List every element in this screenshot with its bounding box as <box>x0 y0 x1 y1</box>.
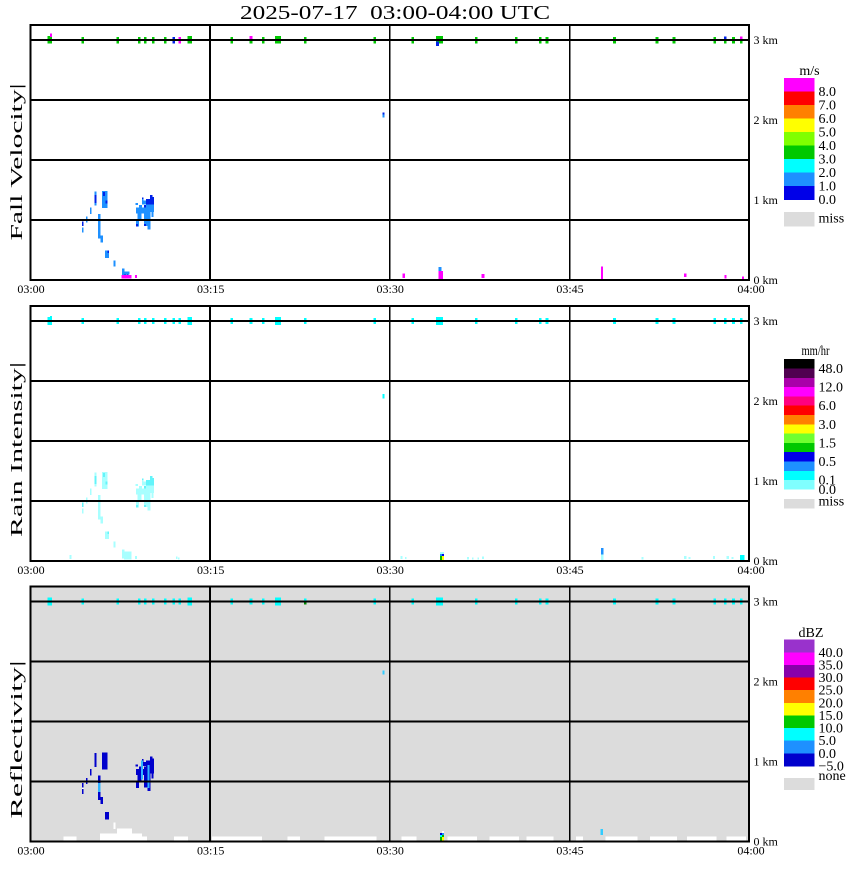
svg-text:3.0: 3.0 <box>819 153 837 168</box>
svg-text:0.0: 0.0 <box>819 193 837 208</box>
svg-text:2025-07-17 03:00-04:00 UTC: 2025-07-17 03:00-04:00 UTC <box>240 2 550 24</box>
svg-text:03:15: 03:15 <box>197 563 224 577</box>
svg-text:3 km: 3 km <box>754 595 779 609</box>
svg-text:0.1: 0.1 <box>819 474 837 489</box>
svg-text:Reflectivity|: Reflectivity| <box>7 661 26 819</box>
svg-text:03:45: 03:45 <box>556 563 583 577</box>
svg-text:6.0: 6.0 <box>819 112 837 127</box>
svg-text:miss: miss <box>819 212 845 227</box>
svg-text:0.0: 0.0 <box>819 483 837 498</box>
svg-text:15.0: 15.0 <box>819 709 844 724</box>
svg-text:miss: miss <box>819 495 845 510</box>
svg-text:Rain Intensity|: Rain Intensity| <box>7 362 26 537</box>
svg-text:0.5: 0.5 <box>819 455 837 470</box>
svg-text:8.0: 8.0 <box>819 85 837 100</box>
svg-text:2 km: 2 km <box>754 113 779 127</box>
svg-text:48.0: 48.0 <box>819 362 844 377</box>
svg-text:1.0: 1.0 <box>819 180 837 195</box>
svg-text:0 km: 0 km <box>754 273 779 287</box>
svg-text:25.0: 25.0 <box>819 684 844 699</box>
svg-text:35.0: 35.0 <box>819 659 844 674</box>
svg-text:04:00: 04:00 <box>737 844 764 858</box>
svg-text:1 km: 1 km <box>754 755 779 769</box>
svg-text:Fall Velocity|: Fall Velocity| <box>7 84 26 241</box>
svg-text:30.0: 30.0 <box>819 671 844 686</box>
svg-text:2 km: 2 km <box>754 675 779 689</box>
svg-text:1 km: 1 km <box>754 474 779 488</box>
svg-text:6.0: 6.0 <box>819 399 837 414</box>
svg-text:4.0: 4.0 <box>819 139 837 154</box>
svg-text:03:15: 03:15 <box>197 844 224 858</box>
svg-text:5.0: 5.0 <box>819 734 837 749</box>
svg-text:0.0: 0.0 <box>819 747 837 762</box>
svg-text:04:00: 04:00 <box>737 563 764 577</box>
svg-text:7.0: 7.0 <box>819 99 837 114</box>
svg-text:1.5: 1.5 <box>819 436 837 451</box>
svg-text:03:00: 03:00 <box>17 844 44 858</box>
svg-text:−5.0: −5.0 <box>819 760 844 775</box>
svg-text:0 km: 0 km <box>754 554 779 568</box>
svg-text:03:30: 03:30 <box>377 563 404 577</box>
svg-text:03:30: 03:30 <box>377 844 404 858</box>
svg-text:03:30: 03:30 <box>377 282 404 296</box>
svg-text:m/s: m/s <box>799 64 819 79</box>
svg-text:03:45: 03:45 <box>556 282 583 296</box>
svg-text:03:15: 03:15 <box>197 282 224 296</box>
svg-text:5.0: 5.0 <box>819 126 837 141</box>
svg-text:03:00: 03:00 <box>17 563 44 577</box>
svg-text:mm/hr: mm/hr <box>802 344 830 359</box>
svg-text:dBZ: dBZ <box>799 626 824 641</box>
svg-text:10.0: 10.0 <box>819 722 844 737</box>
svg-text:40.0: 40.0 <box>819 646 844 661</box>
svg-text:3 km: 3 km <box>754 314 779 328</box>
svg-text:03:45: 03:45 <box>556 844 583 858</box>
svg-text:3.0: 3.0 <box>819 418 837 433</box>
svg-text:3 km: 3 km <box>754 33 779 47</box>
svg-text:0 km: 0 km <box>754 835 779 849</box>
svg-text:20.0: 20.0 <box>819 696 844 711</box>
svg-text:12.0: 12.0 <box>819 381 844 396</box>
svg-text:2 km: 2 km <box>754 394 779 408</box>
svg-text:none: none <box>819 769 846 784</box>
svg-text:03:00: 03:00 <box>17 282 44 296</box>
svg-text:1 km: 1 km <box>754 193 779 207</box>
svg-text:2.0: 2.0 <box>819 166 837 181</box>
svg-text:04:00: 04:00 <box>737 282 764 296</box>
